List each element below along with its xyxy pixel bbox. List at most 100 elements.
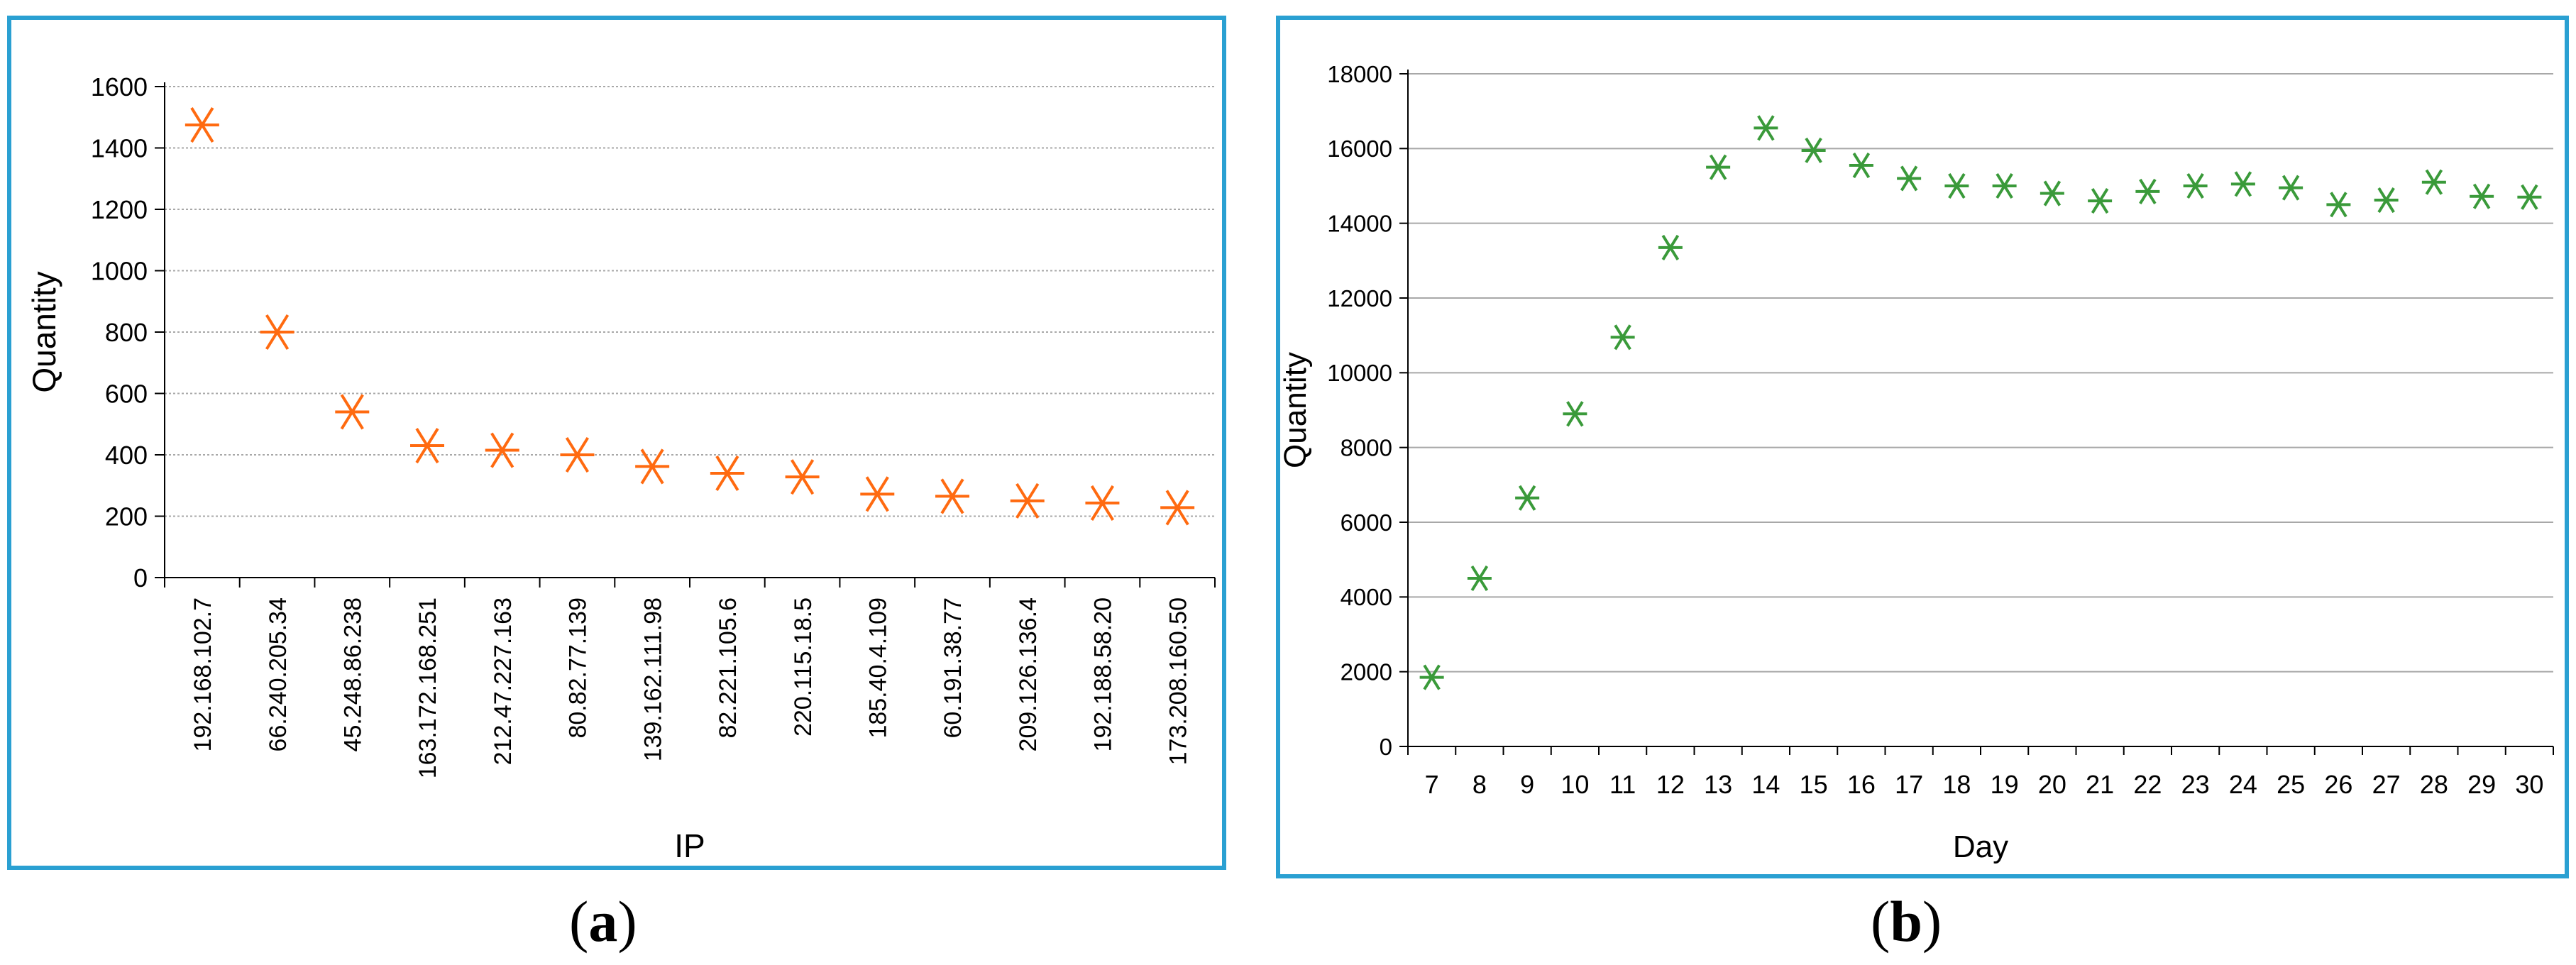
a-xtick-label: 220.115.18.5 (790, 597, 817, 737)
chart-panel-a: 0 200 400 600 800 1000 1200 1400 1600 192.168.102… (7, 16, 1226, 870)
chart-panel-b: 0 2000 4000 6000 8000 10000 12000 14000 16000 180… (1276, 16, 2569, 878)
b-data-point (1706, 154, 1731, 180)
b-data-point (1897, 165, 1922, 192)
b-xtick-label: 8 (1473, 770, 1487, 799)
a-xtick-label: 139.162.111.98 (639, 597, 666, 761)
b-data-point (1610, 324, 1635, 351)
a-xtick-label: 66.240.205.34 (265, 597, 292, 751)
b-data-point (2517, 184, 2542, 210)
b-xtick-label: 22 (2133, 770, 2162, 799)
b-ytick-label: 10000 (1327, 360, 1392, 386)
a-xtick-label: 192.188.58.20 (1090, 597, 1117, 751)
b-ytick-label: 18000 (1327, 61, 1392, 87)
b-xtick-label: 17 (1895, 770, 1923, 799)
b-xtick-label: 7 (1425, 770, 1439, 799)
b-x-axis-label: Day (1953, 829, 2008, 864)
a-xtick-label: 60.191.38.77 (940, 597, 967, 739)
a-data-point (410, 427, 444, 464)
b-xtick-label: 21 (2086, 770, 2114, 799)
b-xtick-label: 24 (2229, 770, 2257, 799)
b-data-point (1419, 664, 1444, 690)
a-data-point (485, 432, 519, 468)
a-xtick-label: 212.47.227.163 (490, 597, 517, 765)
b-data-point (2088, 188, 2113, 214)
b-data-point (2374, 187, 2399, 214)
b-xtick-label: 15 (1800, 770, 1828, 799)
b-data-point (2279, 175, 2303, 201)
a-xtick-label: 82.221.105.6 (715, 597, 742, 739)
b-data-point (1515, 485, 1540, 511)
b-xtick-label: 29 (2467, 770, 2496, 799)
a-xtick-label: 192.168.102.7 (189, 597, 216, 751)
b-xtick-label: 9 (1520, 770, 1534, 799)
a-ytick-label: 1400 (91, 133, 148, 162)
b-data-point (1992, 172, 2017, 199)
b-data-point (1563, 401, 1587, 427)
a-ytick-label: 800 (105, 318, 148, 347)
day-quantity-chart: 0 2000 4000 6000 8000 10000 12000 14000 16000 180… (1278, 61, 2554, 864)
b-data-point (2135, 178, 2160, 204)
a-xtick-label: 173.208.160.50 (1165, 597, 1191, 765)
b-xtick-label: 25 (2277, 770, 2305, 799)
b-xtick-label: 14 (1751, 770, 1780, 799)
a-ytick-label: 600 (105, 379, 148, 408)
b-ytick-label: 8000 (1341, 435, 1392, 461)
a-data-point (260, 314, 295, 351)
ip-quantity-chart: 0 200 400 600 800 1000 1200 1400 1600 192.168.102… (26, 72, 1216, 864)
b-xtick-label: 27 (2372, 770, 2401, 799)
caption-b: (b) (1871, 889, 1942, 954)
b-xtick-label: 11 (1609, 770, 1636, 799)
b-xtick-label: 19 (1991, 770, 2019, 799)
b-ytick-label: 14000 (1327, 211, 1392, 237)
a-ytick-label: 1200 (91, 195, 148, 224)
a-y-axis-label: Quantity (26, 271, 62, 392)
a-ytick-label: 1000 (91, 256, 148, 285)
caption-a-letter: a (588, 889, 618, 954)
a-data-point (560, 436, 595, 473)
a-ytick-label: 1600 (91, 72, 148, 101)
a-xtick-label: 185.40.4.109 (865, 597, 892, 739)
b-xtick-label: 20 (2038, 770, 2066, 799)
b-ytick-label: 0 (1380, 734, 1392, 760)
b-ytick-label: 12000 (1327, 285, 1392, 311)
a-xtick-label: 80.82.77.139 (565, 597, 592, 739)
b-data-point (2470, 183, 2494, 209)
b-xtick-label: 26 (2324, 770, 2352, 799)
b-ytick-label: 4000 (1341, 584, 1392, 610)
a-ytick-label: 400 (105, 441, 148, 470)
b-xtick-label: 28 (2420, 770, 2448, 799)
a-data-point (1085, 485, 1120, 521)
a-data-point (635, 448, 670, 485)
caption-b-letter: b (1890, 889, 1922, 954)
a-data-point (935, 478, 969, 514)
b-data-point (1944, 172, 1969, 199)
b-xtick-label: 18 (1942, 770, 1971, 799)
a-ytick-label: 200 (105, 502, 148, 531)
a-xtick-label: 163.172.168.251 (414, 597, 441, 778)
b-xtick-label: 16 (1847, 770, 1876, 799)
a-data-point (860, 476, 895, 512)
a-ytick-label: 0 (133, 563, 148, 592)
a-data-point (185, 107, 219, 143)
b-data-point (2421, 169, 2446, 195)
b-y-axis-label: Quantity (1280, 352, 1313, 468)
b-ytick-label: 2000 (1341, 659, 1392, 685)
b-data-point (2230, 171, 2255, 197)
caption-a: (a) (569, 889, 637, 954)
b-data-point (2183, 172, 2208, 199)
b-xtick-label: 10 (1561, 770, 1589, 799)
a-data-point (1010, 482, 1045, 519)
a-x-axis-label: IP (674, 827, 705, 864)
a-data-point (1160, 490, 1195, 526)
a-data-point (785, 459, 820, 495)
b-xtick-label: 13 (1704, 770, 1732, 799)
b-data-point (2040, 180, 2064, 206)
b-data-point (1467, 565, 1492, 592)
a-xtick-label: 45.248.86.238 (340, 597, 367, 751)
a-xtick-label: 209.126.136.4 (1015, 597, 1042, 751)
b-data-point (2326, 192, 2351, 218)
b-data-point (1754, 115, 1778, 141)
b-xtick-label: 12 (1656, 770, 1685, 799)
b-data-point (1849, 152, 1873, 179)
b-data-point (1801, 137, 1826, 164)
